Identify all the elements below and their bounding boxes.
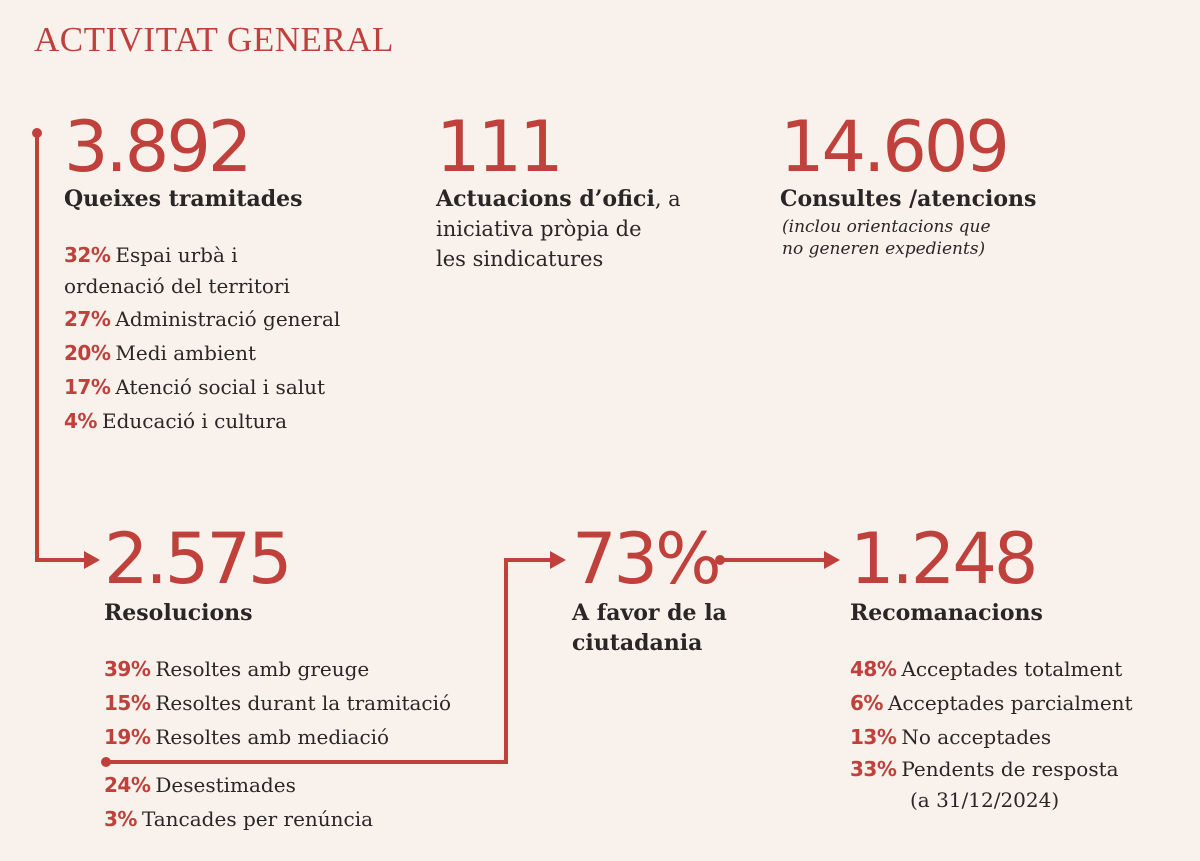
- arrowhead-recomanacions: [824, 551, 840, 569]
- list-item: 13% No acceptades: [850, 720, 1133, 754]
- actuacions-line2: iniciativa pròpia de: [436, 214, 681, 244]
- consultes-note-line1: (inclou orientacions que: [782, 216, 991, 238]
- item-text: No acceptades: [901, 725, 1051, 749]
- list-item: 3% Tancades per renúncia: [104, 802, 373, 836]
- pct-value: 20%: [64, 341, 110, 365]
- arrowhead-favor: [550, 551, 566, 569]
- item-text-cont: ordenació del territori: [64, 274, 290, 298]
- arrowhead-resolucions: [84, 551, 100, 569]
- resolucions-label: Resolucions: [104, 598, 253, 628]
- connector-dot-start: [32, 128, 42, 138]
- item-text: Espai urbà i: [115, 243, 237, 267]
- actuacions-description: Actuacions d’ofici, a iniciativa pròpia …: [436, 184, 681, 274]
- recomanacions-value: 1.248: [850, 524, 1035, 594]
- consultes-note: (inclou orientacions que no generen expe…: [782, 216, 991, 260]
- pct-value: 4%: [64, 409, 97, 433]
- list-item: 24% Desestimades: [104, 768, 373, 802]
- page-title: ACTIVITAT GENERAL: [34, 20, 394, 60]
- pct-value: 17%: [64, 375, 110, 399]
- pct-value: 15%: [104, 691, 150, 715]
- pct-value: 13%: [850, 725, 896, 749]
- item-text: Acceptades totalment: [901, 657, 1122, 681]
- favor-label-line1: A favor de la: [572, 598, 727, 628]
- list-item: 17% Atenció social i salut: [64, 370, 340, 404]
- queixes-value: 3.892: [64, 112, 249, 182]
- favor-label-line2: ciutadania: [572, 628, 727, 658]
- item-text: Acceptades parcialment: [888, 691, 1133, 715]
- list-item: 33% Pendents de resposta (a 31/12/2024): [850, 754, 1133, 816]
- actuacions-label: Actuacions d’ofici: [436, 186, 655, 212]
- item-text: Resoltes amb mediació: [155, 725, 389, 749]
- pct-value: 3%: [104, 807, 137, 831]
- pct-value: 27%: [64, 307, 110, 331]
- pct-value: 19%: [104, 725, 150, 749]
- item-text: Atenció social i salut: [115, 375, 325, 399]
- connector-dot-mediacio: [101, 757, 111, 767]
- list-item: 19% Resoltes amb mediació: [104, 720, 451, 754]
- list-item: 15% Resoltes durant la tramitació: [104, 686, 451, 720]
- favor-label: A favor de la ciutadania: [572, 598, 727, 658]
- resolucions-breakdown-a: 39% Resoltes amb greuge 15% Resoltes duran…: [104, 652, 451, 754]
- item-text: Resoltes durant la tramitació: [155, 691, 451, 715]
- resolucions-breakdown-b: 24% Desestimades 3% Tancades per renúncia: [104, 768, 373, 836]
- resolucions-value: 2.575: [104, 524, 289, 594]
- list-item: 4% Educació i cultura: [64, 404, 340, 438]
- list-item: 32% Espai urbà i ordenació del territori: [64, 240, 340, 302]
- item-text: Medi ambient: [115, 341, 256, 365]
- item-text: Educació i cultura: [102, 409, 287, 433]
- list-item: 27% Administració general: [64, 302, 340, 336]
- consultes-label: Consultes /atencions: [780, 184, 1036, 214]
- list-item: 6% Acceptades parcialment: [850, 686, 1133, 720]
- consultes-value: 14.609: [780, 112, 1007, 182]
- consultes-note-line2: no generen expedients): [782, 238, 991, 260]
- list-item: 48% Acceptades totalment: [850, 652, 1133, 686]
- pct-value: 32%: [64, 243, 110, 267]
- item-text: Tancades per renúncia: [142, 807, 373, 831]
- pct-value: 24%: [104, 773, 150, 797]
- list-item: 20% Medi ambient: [64, 336, 340, 370]
- actuacions-label-rest: , a: [655, 187, 681, 211]
- list-item: 39% Resoltes amb greuge: [104, 652, 451, 686]
- favor-value: 73%: [572, 524, 719, 594]
- queixes-label: Queixes tramitades: [64, 184, 303, 214]
- queixes-breakdown: 32% Espai urbà i ordenació del territori …: [64, 240, 340, 438]
- actuacions-line3: les sindicatures: [436, 244, 681, 274]
- item-text: Resoltes amb greuge: [155, 657, 369, 681]
- recomanacions-label: Recomanacions: [850, 598, 1043, 628]
- recomanacions-breakdown: 48% Acceptades totalment 6% Acceptades par…: [850, 652, 1133, 816]
- actuacions-value: 111: [436, 112, 561, 182]
- item-text: Administració general: [115, 307, 340, 331]
- item-text-cont: (a 31/12/2024): [850, 788, 1059, 812]
- pct-value: 33%: [850, 757, 896, 781]
- pct-value: 6%: [850, 691, 883, 715]
- item-text: Pendents de resposta: [901, 757, 1118, 781]
- item-text: Desestimades: [155, 773, 295, 797]
- pct-value: 48%: [850, 657, 896, 681]
- pct-value: 39%: [104, 657, 150, 681]
